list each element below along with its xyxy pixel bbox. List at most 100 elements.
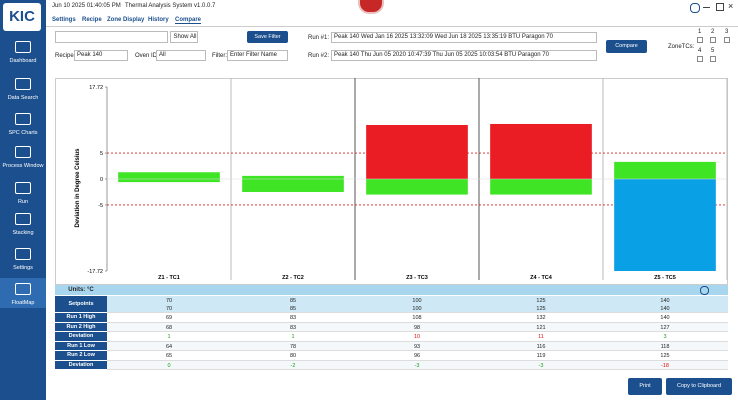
copy-button[interactable]: Copy to Clipboard	[666, 378, 732, 395]
run1-dropdown[interactable]: Peak 140 Wed Jan 16 2025 13:32:09 Wed Ju…	[331, 32, 597, 43]
sidebar-icon	[15, 113, 31, 125]
sidebar-item[interactable]: SPC Charts	[8, 130, 38, 136]
sidebar-item[interactable]: Dashboard	[9, 58, 37, 64]
row-label: Run 2 Low	[55, 351, 107, 361]
y-tick-label: 0	[100, 177, 103, 183]
sidebar-item[interactable]: Settings	[13, 265, 33, 271]
minimize-button[interactable]	[703, 7, 710, 8]
table-cell: 140	[660, 298, 670, 304]
zone-tc-checkbox[interactable]	[697, 56, 703, 62]
tab-divider	[46, 26, 738, 27]
table-cell: 108	[412, 315, 422, 321]
zone-tc-number: 4	[698, 48, 702, 54]
table-cell: 85	[289, 298, 297, 304]
tab[interactable]: Recipe	[82, 17, 102, 23]
table-row	[55, 341, 728, 351]
tab[interactable]: Zone Display	[107, 17, 145, 23]
sidebar-icon	[15, 146, 31, 158]
zone-tc-number: 3	[725, 29, 729, 35]
zone-tcs-label: ZoneTCs:	[668, 44, 695, 50]
table-cell: 100	[412, 298, 422, 304]
oven-dropdown[interactable]: All	[156, 50, 206, 61]
datetime: Jun 10 2025 01:40:05 PM	[52, 3, 121, 9]
row-label: Run 1 High	[55, 313, 107, 323]
table-row	[55, 332, 728, 342]
sidebar-item[interactable]: Run	[17, 199, 29, 205]
run2-label: Run #2:	[308, 53, 330, 59]
save-filter-button[interactable]: Save Filter	[247, 31, 288, 43]
x-tick-label: Z4 - TC4	[530, 275, 553, 281]
close-button[interactable]: ×	[728, 1, 734, 11]
zone-tc-number: 2	[711, 29, 715, 35]
table-cell: 127	[660, 324, 670, 331]
bar	[490, 179, 592, 195]
y-tick-label: 17.72	[89, 85, 103, 91]
table-cell: 125	[536, 298, 546, 304]
bar	[118, 172, 220, 183]
recipe-label: Recipe:	[55, 53, 76, 59]
sidebar-item[interactable]: FloatMap	[11, 300, 35, 306]
table-cell: 70	[165, 306, 173, 312]
chart: Deviation in Degree Celsius 17.72 5 0 -5 -17…	[75, 78, 728, 281]
print-button[interactable]: Print	[628, 378, 662, 395]
run1-label: Run #1:	[308, 35, 330, 41]
bar	[490, 123, 592, 179]
sidebar-item[interactable]: Data Search	[7, 95, 39, 101]
run2-dropdown[interactable]: Peak 140 Thu Jun 05 2020 10:47:39 Thu Ju…	[331, 50, 597, 61]
compare-button[interactable]: Compare	[606, 40, 647, 53]
sidebar-icon	[15, 182, 31, 194]
table-cell: -3	[414, 362, 420, 369]
sidebar-icon	[15, 283, 31, 295]
y-tick-label: -5	[98, 203, 103, 209]
table-header	[55, 285, 728, 295]
brand-badge	[358, 0, 384, 14]
table-cell: 118	[660, 343, 670, 350]
table-cell: 132	[536, 315, 546, 321]
zone-tc-checkbox[interactable]	[724, 37, 730, 43]
show-all-button[interactable]: Show All	[170, 31, 198, 43]
sidebar-icon	[15, 41, 31, 53]
app-title: Thermal Analysis System v1.0.0.7	[125, 3, 216, 9]
filter-dropdown[interactable]: Enter Filter Name	[227, 50, 288, 61]
table-cell: 64	[165, 343, 173, 350]
table-cell: -18	[661, 362, 669, 369]
zone-tc-checkbox[interactable]	[697, 37, 703, 43]
recipe-dropdown[interactable]: Peak 140	[74, 50, 128, 61]
x-tick-label: Z1 - TC1	[158, 275, 180, 281]
logo: KIC	[3, 3, 41, 31]
search-box[interactable]	[55, 31, 168, 43]
table-cell: 80	[289, 353, 297, 359]
table-cell: 96	[413, 353, 421, 359]
bar	[366, 179, 468, 195]
maximize-button[interactable]	[716, 3, 724, 11]
table-cell: 93	[413, 343, 421, 350]
zone-tc-checkbox[interactable]	[710, 37, 716, 43]
tab[interactable]: History	[148, 17, 169, 23]
filter-label: Filter:	[212, 53, 227, 59]
sidebar-item[interactable]: Process Window	[2, 163, 44, 169]
sidebar-icon	[15, 213, 31, 225]
table-cell: 121	[536, 324, 546, 331]
table-cell: -2	[290, 362, 296, 369]
table-cell: 1	[167, 334, 171, 340]
table-cell: 125	[536, 306, 546, 312]
row-label: Run 2 High	[55, 322, 107, 332]
table-row	[55, 296, 728, 313]
table-expand[interactable]	[700, 286, 709, 295]
zone-tc-checkbox[interactable]	[710, 56, 716, 62]
bar	[242, 175, 344, 192]
tab[interactable]: Compare	[175, 17, 202, 24]
y-tick-label: 5	[100, 151, 103, 157]
sidebar-item[interactable]: Stacking	[12, 230, 34, 236]
table-cell: 68	[165, 324, 173, 331]
table-cell: 116	[536, 343, 546, 350]
help-button[interactable]	[690, 3, 700, 13]
tab[interactable]: Settings	[52, 17, 76, 23]
table-row	[55, 351, 728, 361]
table-cell: 10	[413, 334, 421, 340]
units-label: Units: °C	[68, 287, 94, 293]
table-row	[55, 322, 728, 332]
table-cell: 85	[289, 306, 297, 312]
table-cell: 3	[663, 334, 667, 340]
table-cell: 78	[289, 343, 297, 350]
